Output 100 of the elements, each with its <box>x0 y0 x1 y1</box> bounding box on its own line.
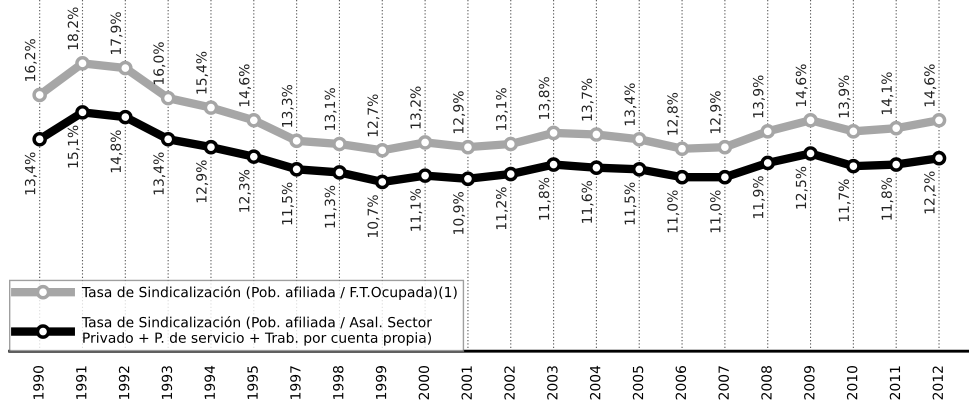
x-tick-label: 2005 <box>632 366 644 400</box>
point <box>460 172 476 186</box>
data-label: 11,5% <box>624 182 636 224</box>
data-label: 11,8% <box>538 178 551 220</box>
data-label: 13,4% <box>624 83 636 126</box>
data-label: 14,8% <box>110 130 122 172</box>
data-label: 11,6% <box>582 180 594 223</box>
data-label: 12,2% <box>924 171 936 214</box>
data-label: 11,9% <box>752 176 765 218</box>
point <box>760 156 776 170</box>
x-tick-label: 2008 <box>761 366 772 400</box>
data-label: 11,2% <box>496 187 508 230</box>
x-tick-label: 1991 <box>76 366 87 399</box>
data-label: 13,9% <box>838 75 850 118</box>
point <box>160 132 176 147</box>
point <box>760 124 776 139</box>
data-label: 11,7% <box>838 179 850 222</box>
x-tick-label: 2001 <box>461 366 472 400</box>
point <box>289 162 304 177</box>
x-tick-label: 1994 <box>204 366 216 399</box>
data-label: 10,7% <box>367 195 380 238</box>
point <box>32 88 47 102</box>
point <box>32 132 47 147</box>
point <box>246 112 262 128</box>
x-tick-label: 2004 <box>590 366 600 400</box>
data-label: 16,0% <box>153 42 166 84</box>
data-label: 12,5% <box>796 166 808 209</box>
x-tick-label: 1990 <box>33 366 44 399</box>
x-tick-label: 1992 <box>118 366 130 399</box>
point <box>888 157 904 172</box>
point <box>332 136 347 152</box>
data-label: 10,9% <box>453 192 466 234</box>
data-label: 15,1% <box>68 126 80 168</box>
x-tick-label: 1995 <box>247 366 258 399</box>
data-label: 11,0% <box>667 190 680 232</box>
x-tick-label: 2003 <box>547 366 558 400</box>
point <box>118 60 133 76</box>
point <box>204 140 218 154</box>
data-label: 13,9% <box>752 75 765 118</box>
point <box>674 141 690 156</box>
point <box>503 166 518 182</box>
data-label: 11,0% <box>710 190 722 232</box>
point <box>118 110 133 124</box>
x-tick-label: 2002 <box>504 366 515 400</box>
data-label: 11,1% <box>410 188 422 231</box>
point <box>932 150 946 166</box>
point <box>374 143 390 158</box>
point <box>418 168 432 183</box>
point <box>374 174 390 190</box>
point <box>846 124 861 139</box>
legend-label: Tasa de Sindicalización (Pob. afiliada / F.T.Ocupada)(1) <box>82 286 457 300</box>
data-label: 13,8% <box>538 77 551 119</box>
data-label: 11,8% <box>881 178 894 220</box>
point <box>75 56 90 71</box>
point <box>932 112 946 128</box>
x-tick-label: 1993 <box>162 366 172 399</box>
x-tick-label: 2006 <box>676 366 686 400</box>
data-label: 17,9% <box>110 12 122 54</box>
data-label: 13,4% <box>24 152 37 194</box>
data-label: 13,1% <box>496 88 508 130</box>
point <box>589 160 604 176</box>
data-label: 13,2% <box>410 86 422 128</box>
data-label: 15,4% <box>196 52 208 94</box>
data-label: 14,6% <box>238 64 251 106</box>
data-label: 12,7% <box>367 94 380 136</box>
x-tick-label: 1998 <box>332 366 344 399</box>
x-tick-label: 2007 <box>718 366 729 400</box>
data-label: 12,8% <box>667 92 680 135</box>
x-tick-label: 1997 <box>290 366 301 399</box>
point <box>289 134 304 148</box>
point <box>246 149 262 164</box>
point <box>546 126 561 140</box>
point <box>332 165 347 180</box>
data-label: 13,3% <box>282 84 294 127</box>
data-label: 14,1% <box>881 72 894 114</box>
x-tick-label: 2012 <box>932 366 944 400</box>
data-label: 14,6% <box>796 64 808 106</box>
data-label: 12,3% <box>238 170 251 212</box>
point <box>718 170 732 184</box>
point <box>803 146 818 161</box>
point <box>718 140 732 154</box>
x-tick-label: 2009 <box>804 366 815 400</box>
point <box>846 158 861 174</box>
x-tick-label: 2011 <box>890 366 900 400</box>
point <box>888 120 904 136</box>
point <box>589 127 604 142</box>
data-label: 12,9% <box>196 160 208 202</box>
point <box>803 112 818 128</box>
data-label: 13,1% <box>324 88 337 130</box>
data-label: 14,6% <box>924 64 936 106</box>
data-label: 12,9% <box>710 91 722 134</box>
x-tick-label: 1999 <box>376 366 386 399</box>
point <box>674 170 690 184</box>
data-label: 11,3% <box>324 186 337 228</box>
point <box>503 136 518 152</box>
x-tick-label: 2000 <box>418 366 430 400</box>
data-label: 13,4% <box>153 152 166 194</box>
point <box>204 100 218 115</box>
point <box>632 162 647 177</box>
legend-label: Tasa de Sindicalización (Pob. afiliada / Asal. Sector Privado + P. de servicio + Trab. por cuenta propia) <box>82 316 432 346</box>
